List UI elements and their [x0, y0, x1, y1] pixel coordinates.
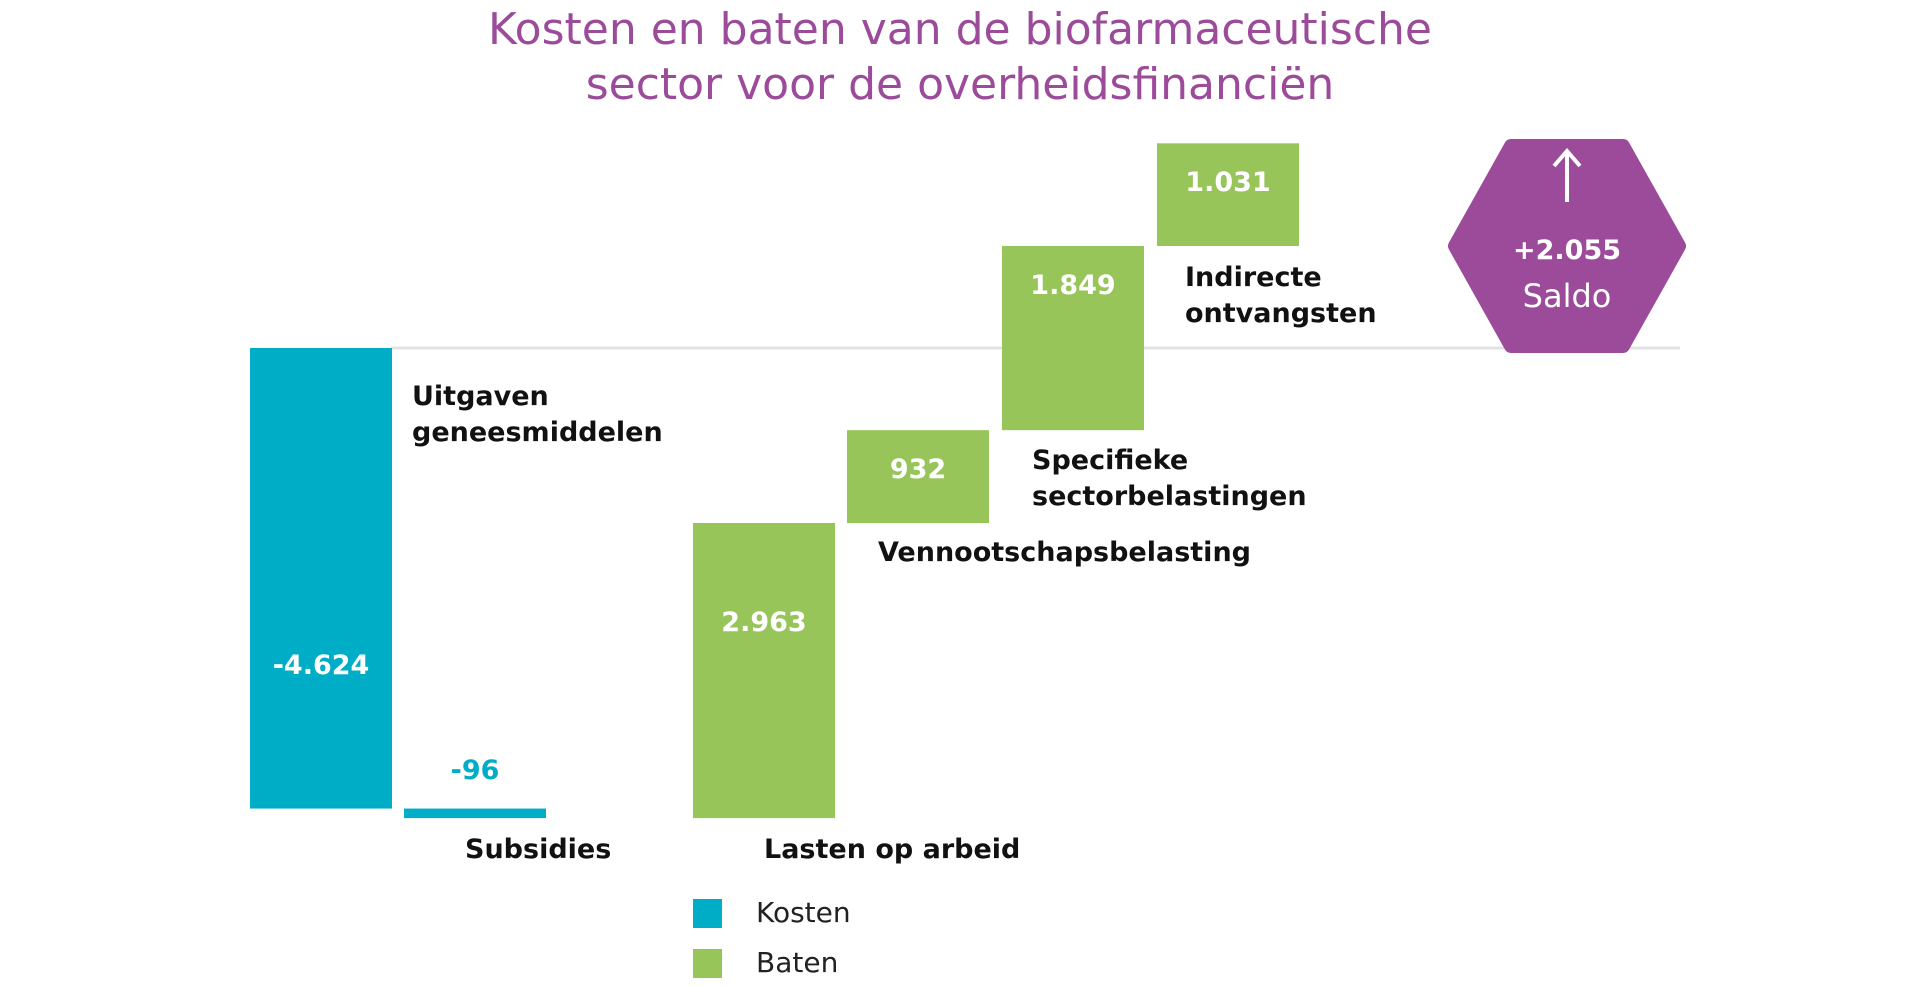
category-label: Indirecte ontvangsten — [1185, 262, 1377, 329]
value-label: -96 — [450, 754, 500, 786]
total-label: Saldo — [1522, 277, 1612, 315]
category-label: Specifieke sectorbelastingen — [1032, 445, 1307, 512]
value-label: 2.963 — [721, 607, 807, 639]
category-label: Uitgaven geneesmiddelen — [412, 381, 663, 448]
legend-label: Kosten — [756, 896, 851, 929]
chart-title: Kosten en baten van de biofarmaceutische — [488, 4, 1432, 55]
bar — [1157, 143, 1299, 247]
value-label: 1.031 — [1185, 167, 1271, 199]
category-label: Lasten op arbeid — [764, 834, 1021, 865]
legend-swatch — [693, 899, 722, 928]
legend-label: Baten — [756, 946, 839, 979]
chart-title: sector voor de overheidsfinanciën — [585, 59, 1335, 110]
bar — [693, 522, 835, 819]
arrow-icon — [1552, 147, 1582, 202]
category-label: Vennootschapsbelasting — [878, 537, 1251, 568]
category-label: Subsidies — [465, 834, 612, 865]
bar — [250, 348, 392, 809]
value-label: 932 — [889, 454, 947, 486]
legend-swatch — [693, 949, 722, 978]
bar — [1002, 246, 1144, 431]
value-label: 1.849 — [1030, 270, 1116, 302]
total-hexagon — [1448, 139, 1686, 353]
bar — [404, 808, 546, 819]
value-label: -4.624 — [272, 649, 370, 681]
total-value: +2.055 — [1512, 235, 1622, 267]
bar — [847, 430, 989, 523]
